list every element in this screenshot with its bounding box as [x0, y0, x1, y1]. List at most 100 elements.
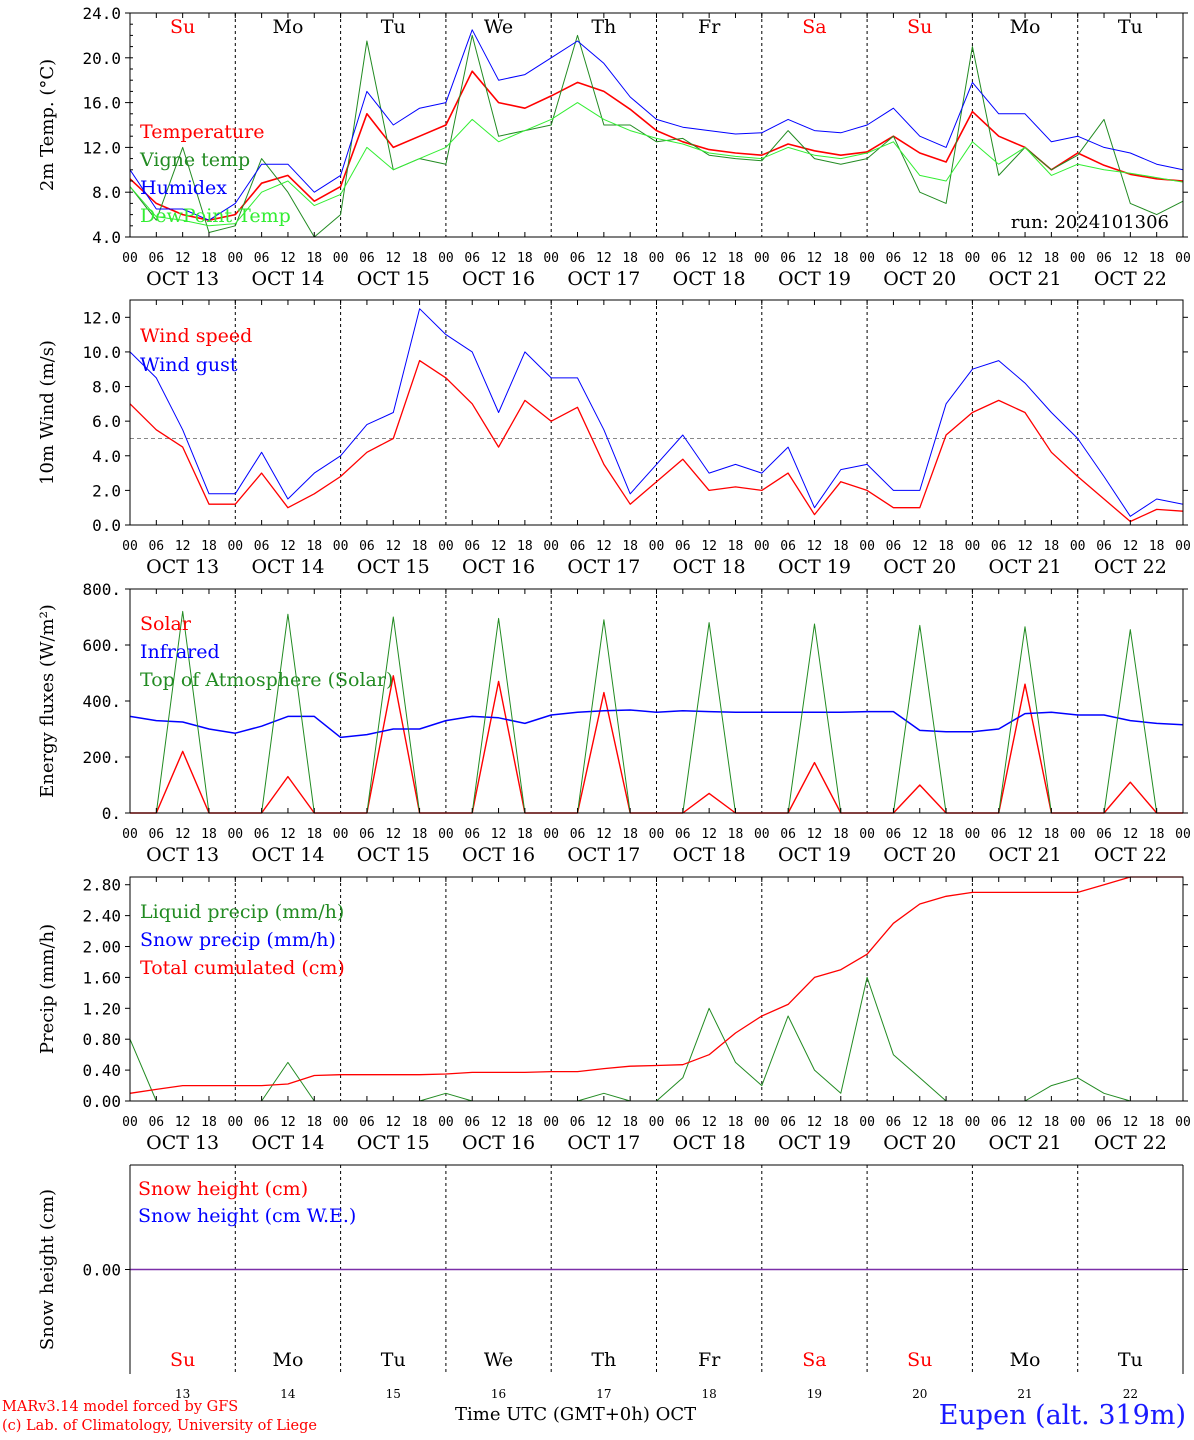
legend-entry: Top of Atmosphere (Solar) [140, 669, 393, 691]
x-date-label: OCT 22 [1094, 556, 1167, 578]
x-hour-label: 18 [1149, 251, 1165, 266]
x-hour-label: 00 [333, 251, 349, 266]
x-hour-label: 00 [754, 827, 770, 842]
x-date-label: OCT 17 [567, 268, 640, 290]
x-hour-label: 18 [1149, 539, 1165, 554]
x-hour-label: 00 [649, 539, 665, 554]
legend-entry: Temperature [140, 121, 264, 143]
date-number-label: 17 [596, 1387, 611, 1401]
x-hour-label: 18 [412, 1115, 428, 1130]
x-hour-label: 06 [886, 1115, 902, 1130]
day-name-label: Mo [272, 16, 303, 38]
x-date-label: OCT 22 [1094, 268, 1167, 290]
x-date-label: OCT 18 [673, 556, 746, 578]
y-tick-label: 8.0 [92, 183, 121, 202]
x-date-label: OCT 15 [357, 556, 430, 578]
x-hour-label: 18 [1149, 827, 1165, 842]
y-tick-label: 4.0 [92, 228, 121, 247]
x-hour-label: 12 [280, 251, 296, 266]
x-hour-label: 06 [148, 827, 164, 842]
date-number-label: 16 [491, 1387, 506, 1401]
day-name-label: Mo [272, 1349, 303, 1371]
x-hour-label: 00 [1175, 1115, 1191, 1130]
legend-entry: Wind gust [140, 354, 238, 376]
series-line [129, 308, 1184, 517]
x-hour-label: 00 [859, 251, 875, 266]
day-name-label: Tu [381, 1349, 406, 1371]
x-hour-label: 12 [1123, 539, 1139, 554]
x-date-label: OCT 19 [778, 844, 851, 866]
x-hour-label: 12 [807, 827, 823, 842]
y-tick-label: 12.0 [82, 138, 121, 157]
day-name-label: Su [907, 16, 932, 38]
x-hour-label: 12 [1123, 827, 1139, 842]
x-hour-label: 06 [148, 539, 164, 554]
x-hour-label: 18 [728, 1115, 744, 1130]
x-hour-label: 12 [280, 827, 296, 842]
x-hour-label: 18 [1149, 1115, 1165, 1130]
x-hour-label: 12 [491, 827, 507, 842]
x-hour-label: 06 [570, 251, 586, 266]
x-hour-label: 12 [280, 1115, 296, 1130]
y-tick-label: 0.00 [82, 1092, 121, 1111]
x-hour-label: 06 [991, 251, 1007, 266]
x-hour-label: 18 [833, 539, 849, 554]
legend-entry: DewPoint Temp [140, 205, 291, 227]
x-hour-label: 00 [965, 539, 981, 554]
x-hour-label: 18 [938, 251, 954, 266]
x-hour-label: 18 [622, 1115, 638, 1130]
x-hour-label: 06 [991, 827, 1007, 842]
x-hour-label: 18 [728, 827, 744, 842]
x-date-label: OCT 18 [673, 844, 746, 866]
x-hour-label: 18 [728, 251, 744, 266]
y-tick-label: 6.0 [92, 412, 121, 431]
legend-entry: Wind speed [140, 325, 252, 347]
x-date-label: OCT 13 [146, 556, 219, 578]
x-date-label: OCT 13 [146, 1132, 219, 1154]
x-hour-label: 12 [175, 1115, 191, 1130]
series-line [129, 29, 1184, 221]
model-credit-line1: MARv3.14 model forced by GFS [2, 1399, 239, 1415]
x-hour-label: 18 [517, 539, 533, 554]
x-date-label: OCT 19 [778, 1132, 851, 1154]
x-hour-label: 06 [359, 827, 375, 842]
x-hour-label: 18 [1044, 827, 1060, 842]
run-annotation: run: 2024101306 [1011, 212, 1169, 233]
x-date-label: OCT 18 [673, 1132, 746, 1154]
x-date-label: OCT 16 [462, 1132, 535, 1154]
y-axis-label: Precip (mm/h) [37, 924, 58, 1054]
y-axis-label: 10m Wind (m/s) [37, 340, 58, 485]
x-hour-label: 18 [412, 827, 428, 842]
y-tick-label: 20.0 [82, 49, 121, 68]
day-name-label: Tu [1118, 16, 1143, 38]
x-hour-label: 18 [306, 251, 322, 266]
y-tick-label: 0.00 [82, 1261, 121, 1280]
date-number-label: 15 [386, 1387, 401, 1401]
x-hour-label: 06 [675, 539, 691, 554]
y-tick-label: 0.80 [82, 1030, 121, 1049]
x-hour-label: 00 [1070, 251, 1086, 266]
x-hour-label: 06 [464, 251, 480, 266]
y-tick-label: 12.0 [82, 308, 121, 327]
y-tick-label: 0.0 [92, 516, 121, 535]
x-hour-label: 00 [122, 1115, 138, 1130]
x-hour-label: 00 [649, 827, 665, 842]
x-date-label: OCT 16 [462, 556, 535, 578]
x-date-label: OCT 14 [251, 844, 324, 866]
day-name-label: We [484, 16, 513, 38]
x-hour-label: 18 [938, 1115, 954, 1130]
day-name-label: Su [170, 1349, 195, 1371]
x-hour-label: 06 [780, 251, 796, 266]
x-hour-label: 00 [227, 827, 243, 842]
x-date-label: OCT 17 [567, 1132, 640, 1154]
x-hour-label: 06 [148, 251, 164, 266]
x-hour-label: 18 [728, 539, 744, 554]
x-hour-label: 00 [859, 827, 875, 842]
x-date-label: OCT 21 [989, 1132, 1062, 1154]
day-name-label: Tu [1118, 1349, 1143, 1371]
x-hour-label: 18 [517, 827, 533, 842]
x-hour-label: 00 [965, 827, 981, 842]
x-date-label: OCT 15 [357, 1132, 430, 1154]
x-hour-label: 06 [1096, 539, 1112, 554]
